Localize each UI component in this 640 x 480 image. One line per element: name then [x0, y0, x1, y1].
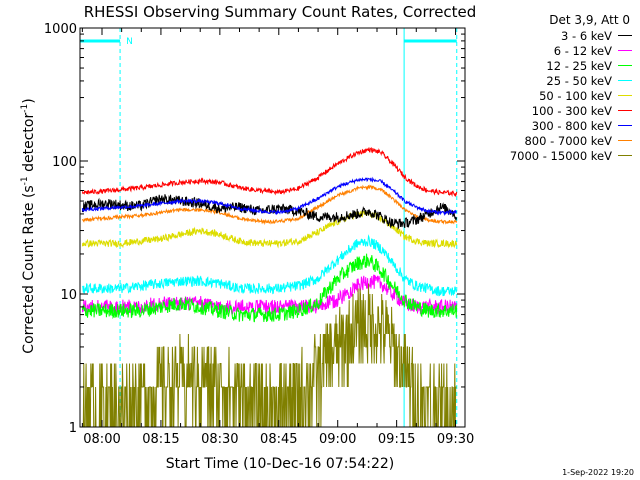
- series-line-5: [81, 147, 458, 198]
- x-tick-label-4: 09:00: [319, 432, 356, 447]
- x-tick-label-5: 09:15: [378, 432, 415, 447]
- series-line-2: [81, 253, 458, 323]
- legend-label: 300 - 800 keV: [531, 118, 612, 133]
- x-tick-label-0: 08:00: [83, 432, 120, 447]
- x-tick-label-6: 09:30: [437, 432, 474, 447]
- legend-rows: 3 - 6 keV 6 - 12 keV 12 - 25 keV 25 - 50 ke…: [462, 28, 632, 163]
- legend-item: 7000 - 15000 keV: [462, 148, 632, 163]
- legend-swatch: [618, 80, 632, 81]
- legend-item: 100 - 300 keV: [462, 103, 632, 118]
- x-axis-label: Start Time (10-Dec-16 07:54:22): [166, 456, 394, 472]
- legend-label: 100 - 300 keV: [531, 103, 612, 118]
- night-marker-label: N: [126, 37, 133, 47]
- legend-label: 25 - 50 keV: [546, 73, 612, 88]
- legend-label: 7000 - 15000 keV: [509, 148, 612, 163]
- legend-label: 50 - 100 keV: [539, 88, 612, 103]
- legend-swatch: [618, 155, 632, 156]
- legend-label: 800 - 7000 keV: [524, 133, 612, 148]
- x-tick-label-1: 08:15: [142, 432, 179, 447]
- legend-swatch: [618, 140, 632, 141]
- legend-item: 800 - 7000 keV: [462, 133, 632, 148]
- y-tick-label-0: 1: [69, 421, 77, 436]
- series-line-3: [81, 234, 458, 297]
- series-line-4: [81, 209, 458, 249]
- legend-swatch: [618, 65, 632, 66]
- series-lines: [81, 147, 458, 428]
- legend-item: 6 - 12 keV: [462, 43, 632, 58]
- legend-swatch: [618, 35, 632, 36]
- x-tick-label-2: 08:30: [201, 432, 238, 447]
- legend-item: 3 - 6 keV: [462, 28, 632, 43]
- legend-item: 300 - 800 keV: [462, 118, 632, 133]
- y-tick-label-1: 10: [60, 288, 77, 303]
- legend-item: 25 - 50 keV: [462, 73, 632, 88]
- series-line-6: [81, 176, 458, 217]
- legend-swatch: [618, 50, 632, 51]
- legend-item: 50 - 100 keV: [462, 88, 632, 103]
- legend-title: Det 3,9, Att 0: [549, 13, 630, 27]
- legend-label: 12 - 25 keV: [546, 58, 612, 73]
- legend-swatch: [618, 95, 632, 96]
- legend-swatch: [618, 110, 632, 111]
- series-line-0: [81, 194, 458, 231]
- chart-title: RHESSI Observing Summary Count Rates, Co…: [84, 3, 477, 21]
- legend-swatch: [618, 125, 632, 126]
- plot-frame: [79, 27, 466, 428]
- y-axis-label: Corrected Count Rate (s-1 detector-1): [20, 98, 37, 353]
- y-tick-label-2: 100: [52, 155, 77, 170]
- series-line-7: [81, 184, 458, 226]
- legend-label: 3 - 6 keV: [561, 28, 612, 43]
- x-tick-label-3: 08:45: [260, 432, 297, 447]
- y-tick-label-3: 1000: [44, 22, 77, 37]
- legend-label: 6 - 12 keV: [553, 43, 612, 58]
- axis-ticks: 08:00 08:15 08:30 08:45 09:00 09:15 09:30 1 10 10…: [44, 22, 474, 447]
- night-intervals: N: [80, 28, 458, 427]
- legend: Det 3,9, Att 0 3 - 6 keV 6 - 12 keV 12 - 2…: [462, 13, 632, 163]
- date-stamp: 1-Sep-2022 19:20: [562, 468, 634, 477]
- legend-item: 12 - 25 keV: [462, 58, 632, 73]
